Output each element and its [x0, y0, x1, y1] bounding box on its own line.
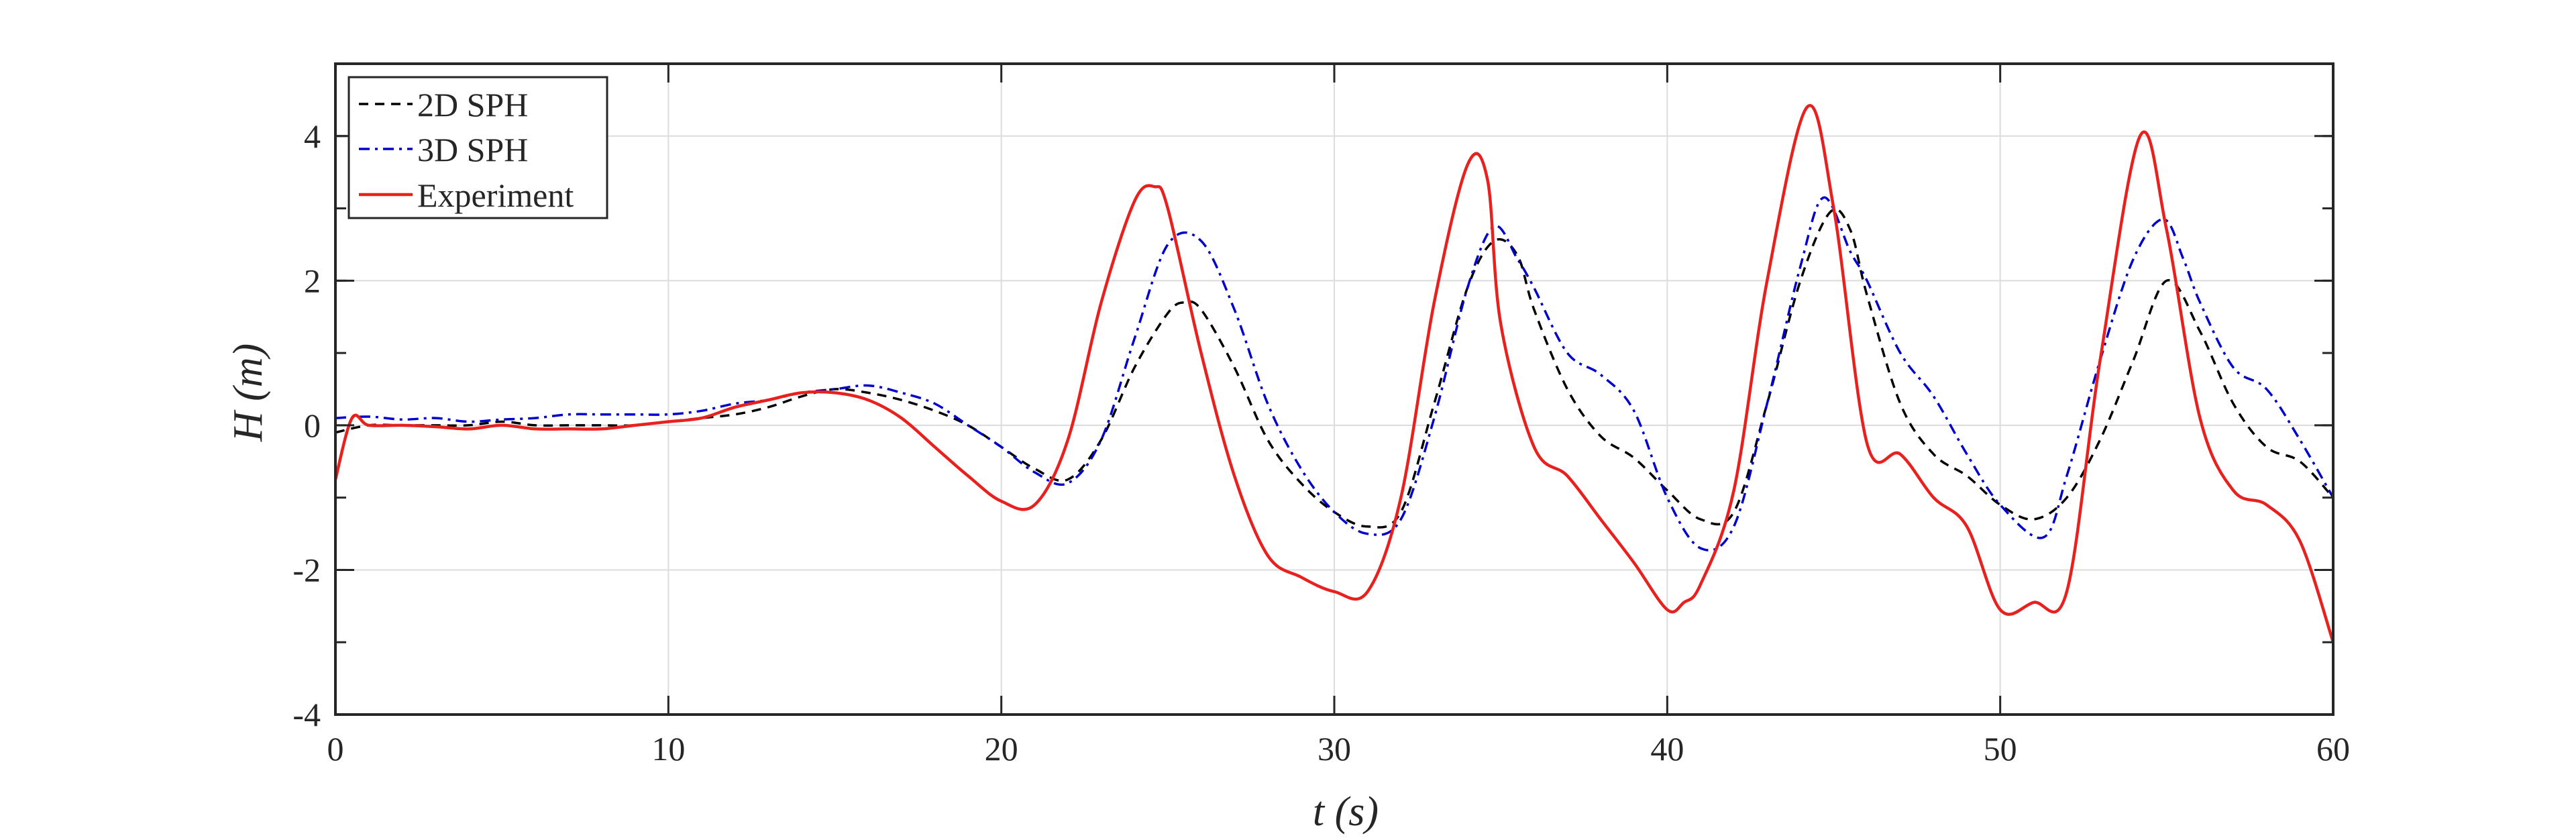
x-tick-label: 20: [985, 730, 1018, 768]
x-tick-label: 0: [327, 730, 344, 768]
y-tick-label: 4: [304, 117, 321, 155]
legend-label-2d-sph: 2D SPH: [417, 86, 528, 123]
legend: 2D SPH 3D SPH Experiment: [347, 76, 608, 219]
x-tick-label: 60: [2316, 730, 2350, 768]
series-line-2d-sph: [335, 208, 2333, 529]
legend-label-3d-sph: 3D SPH: [417, 131, 528, 168]
series-line-3d-sph: [335, 196, 2333, 552]
x-tick-label: 40: [1650, 730, 1684, 768]
axis-ticks: [334, 62, 2334, 716]
x-tick-label: 10: [651, 730, 685, 768]
y-axis-label: H (m): [225, 344, 271, 442]
x-axis-label: t (s): [1313, 789, 1379, 835]
legend-label-experiment: Experiment: [417, 176, 574, 214]
y-tick-label: -2: [292, 551, 321, 588]
y-tick-label: 0: [304, 407, 321, 444]
series-line-experiment: [335, 104, 2333, 643]
tick-labels: 0 10 20 30 40 50 60 -4 -2 0 2 4: [292, 117, 2350, 768]
series-layer: [335, 104, 2333, 643]
x-tick-label: 30: [1318, 730, 1351, 768]
y-tick-label: 2: [304, 262, 321, 299]
y-tick-label: -4: [292, 696, 321, 733]
x-tick-label: 50: [1984, 730, 2017, 768]
